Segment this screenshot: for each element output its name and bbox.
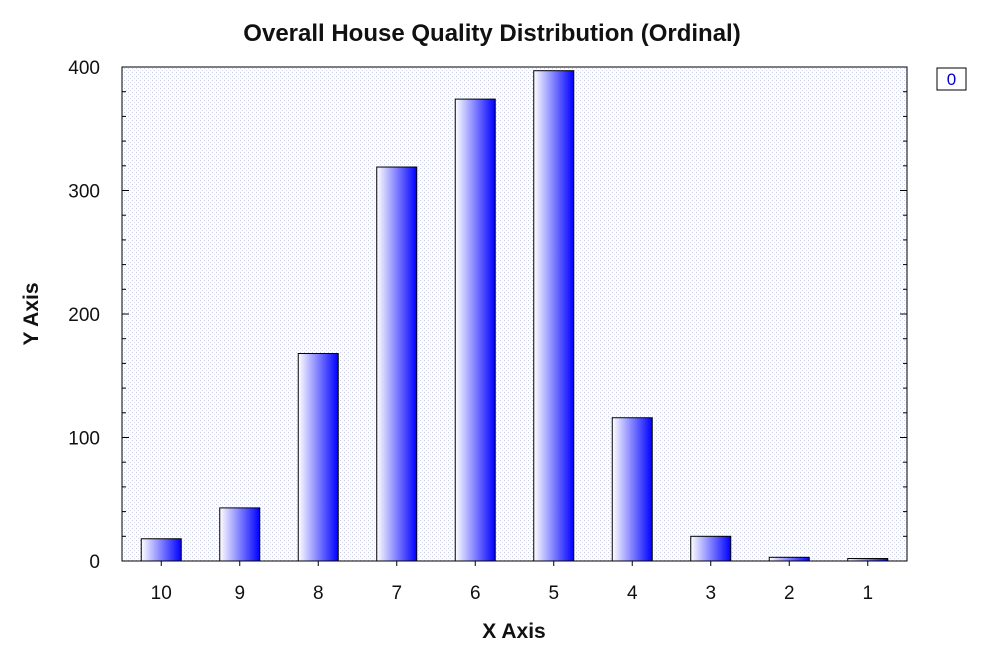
- y-tick-label: 400: [68, 58, 100, 79]
- bar-6: [454, 98, 496, 562]
- x-tick-label: 3: [705, 583, 716, 604]
- y-tick-label: 0: [89, 552, 100, 573]
- y-axis-label: Y Axis: [20, 282, 43, 345]
- bars: [140, 70, 889, 562]
- bar-5: [533, 70, 575, 562]
- x-tick-label: 4: [627, 583, 638, 604]
- x-tick-label: 7: [391, 583, 402, 604]
- bar-10: [140, 538, 182, 562]
- bar-7: [376, 166, 418, 562]
- y-tick-label: 200: [68, 305, 100, 326]
- bar-1: [847, 558, 889, 562]
- bar-2: [768, 556, 810, 562]
- bar-8: [297, 353, 339, 562]
- x-tick-label: 2: [784, 583, 795, 604]
- x-axis-ticks: 10 9 8 7 6 5 4 3 2 1: [151, 561, 873, 604]
- y-axis-ticks: 0 100 200 300 400: [68, 58, 907, 573]
- legend-box: [936, 67, 967, 91]
- bar-3: [690, 535, 732, 562]
- bar-4: [611, 417, 653, 562]
- y-tick-label: 100: [68, 429, 100, 450]
- minor-ticks: [122, 91, 907, 537]
- x-tick-label: 5: [548, 583, 559, 604]
- y-tick-label: 300: [68, 182, 100, 203]
- bar-9: [219, 507, 261, 562]
- legend: 0: [936, 67, 967, 91]
- x-tick-label: 8: [313, 583, 324, 604]
- x-tick-label: 1: [862, 583, 873, 604]
- x-tick-label: 6: [470, 583, 481, 604]
- x-tick-label: 10: [151, 583, 172, 604]
- legend-label: 0: [947, 70, 956, 89]
- plot-area: [121, 66, 908, 562]
- x-axis-label: X Axis: [482, 620, 545, 643]
- chart-title: Overall House Quality Distribution (Ordi…: [243, 20, 740, 47]
- x-tick-label: 9: [234, 583, 245, 604]
